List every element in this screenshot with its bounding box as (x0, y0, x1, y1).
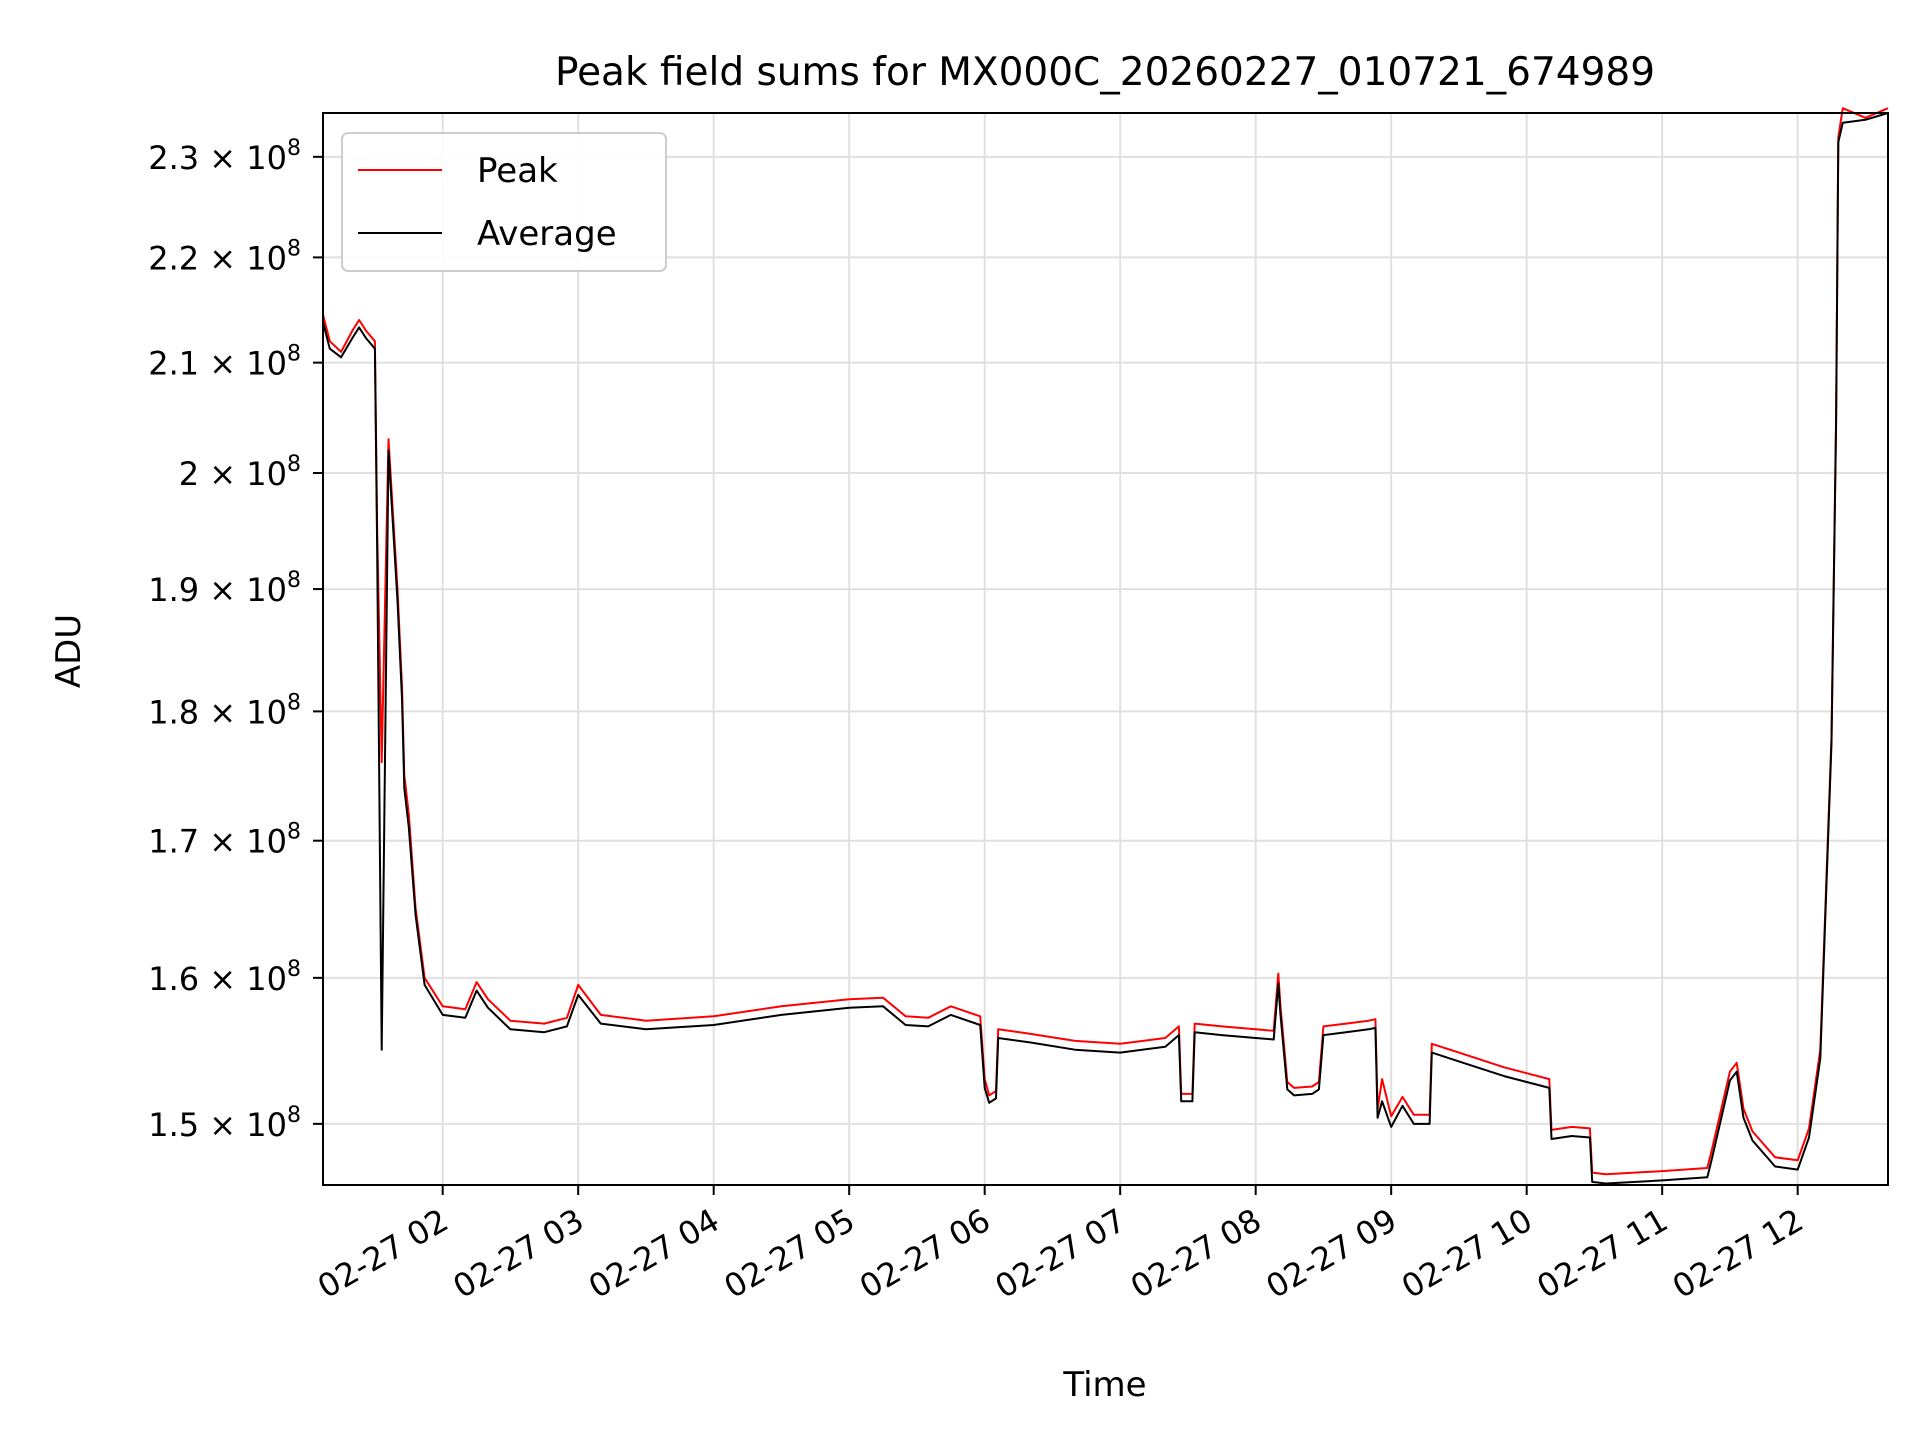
plot-frame (322, 112, 1889, 1186)
y-axis-label: ADU (49, 614, 89, 688)
legend-box (341, 132, 667, 272)
y-tick-label: 2.2 × 108 (148, 236, 301, 277)
legend: Peak Average (341, 132, 667, 272)
legend-label: Peak (477, 151, 558, 191)
y-axis: 1.5 × 108 1.6 × 108 1.7 × 108 1.8 × 108 1.9 … (148, 136, 323, 1144)
legend-label: Average (477, 214, 617, 254)
chart-title: Peak field sums for MX000C_20260227_0107… (555, 50, 1655, 95)
grid (323, 113, 1888, 1185)
y-tick-label: 1.5 × 108 (148, 1103, 301, 1144)
y-tick-label: 1.9 × 108 (148, 568, 301, 609)
y-tick-label: 2.3 × 108 (148, 136, 301, 177)
y-tick-label: 2 × 108 (179, 452, 301, 493)
x-axis-label: Time (1062, 1365, 1146, 1405)
y-tick-label: 1.8 × 108 (148, 690, 301, 731)
series-line-average (322, 112, 1889, 1185)
y-tick-label: 1.6 × 108 (148, 957, 301, 998)
y-tick-label: 1.7 × 108 (148, 820, 301, 861)
series-layer (322, 107, 1889, 1185)
y-tick-label: 2.1 × 108 (148, 342, 301, 383)
